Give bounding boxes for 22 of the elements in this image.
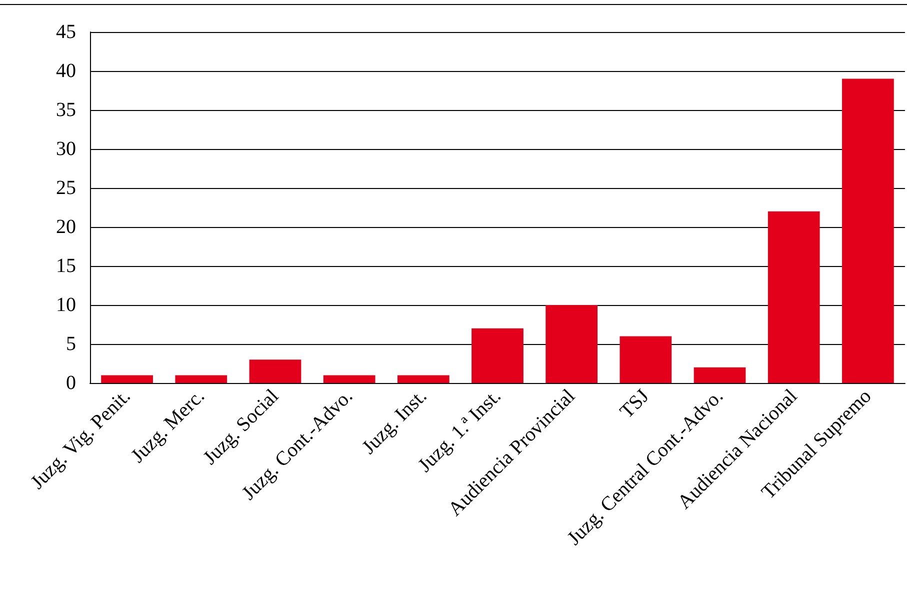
- bar: [546, 305, 598, 383]
- y-tick-label: 30: [56, 138, 76, 160]
- bar: [620, 336, 672, 383]
- y-tick-label: 20: [56, 216, 76, 238]
- y-tick-label: 25: [56, 177, 76, 199]
- bar: [101, 375, 153, 383]
- bar: [472, 328, 524, 383]
- bar: [397, 375, 450, 383]
- x-tick-label: TSJ: [616, 385, 654, 423]
- bar: [249, 360, 302, 383]
- y-tick-label: 35: [56, 99, 76, 121]
- bar: [842, 78, 894, 383]
- y-tick-label: 5: [66, 333, 76, 355]
- y-tick-label: 45: [56, 21, 76, 43]
- y-tick-label: 15: [56, 255, 76, 277]
- y-tick-label: 0: [66, 372, 76, 394]
- bar: [768, 211, 820, 383]
- bar: [694, 367, 746, 383]
- bar: [175, 375, 228, 383]
- y-tick-label: 40: [56, 60, 76, 82]
- y-tick-label: 10: [56, 294, 76, 316]
- bar: [323, 375, 376, 383]
